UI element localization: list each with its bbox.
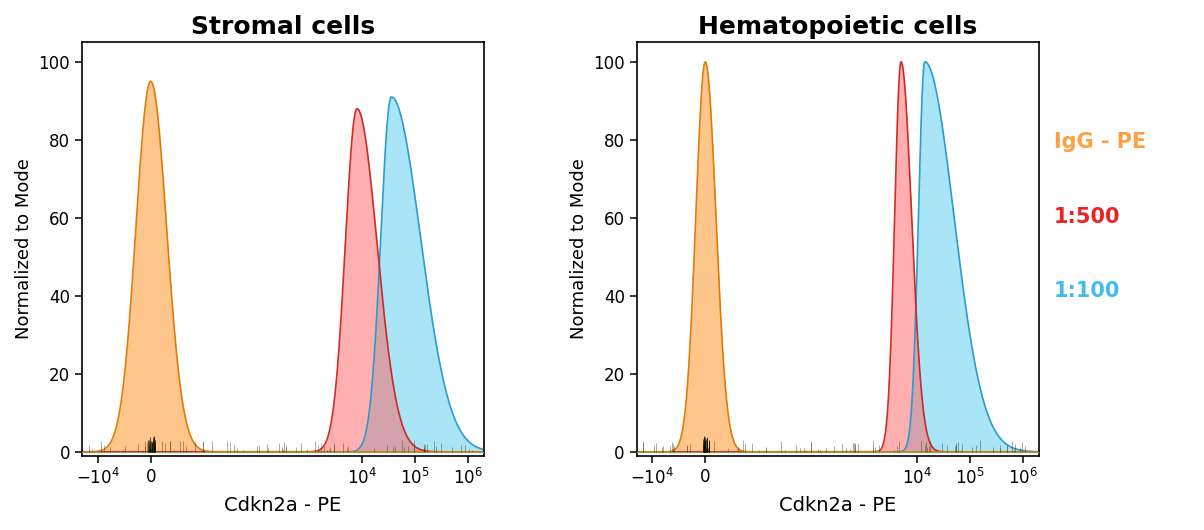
Text: 1:100: 1:100 [1054,281,1120,301]
Text: IgG - PE: IgG - PE [1054,132,1146,153]
Y-axis label: Normalized to Mode: Normalized to Mode [569,158,588,340]
X-axis label: Cdkn2a - PE: Cdkn2a - PE [224,496,342,515]
Title: Hematopoietic cells: Hematopoietic cells [698,15,978,39]
X-axis label: Cdkn2a - PE: Cdkn2a - PE [779,496,896,515]
Title: Stromal cells: Stromal cells [191,15,374,39]
Y-axis label: Normalized to Mode: Normalized to Mode [14,158,33,340]
Text: 1:500: 1:500 [1054,207,1120,227]
